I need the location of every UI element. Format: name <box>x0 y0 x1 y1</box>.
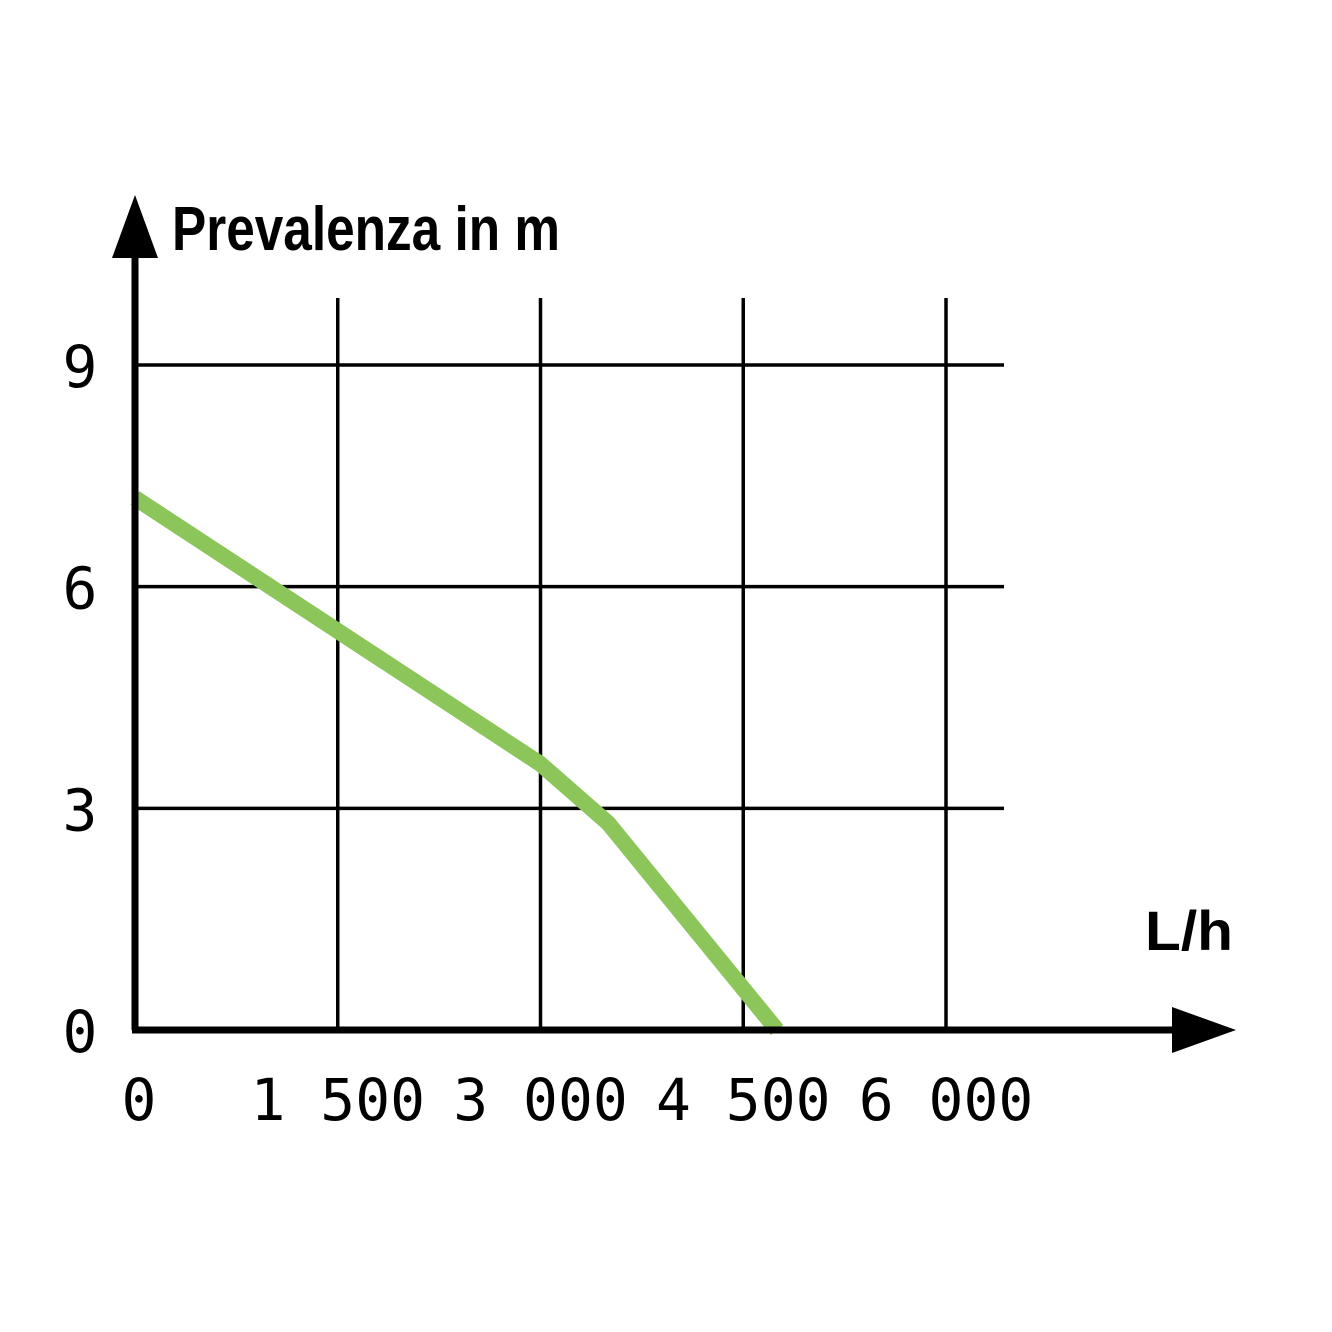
y-tick-label: 3 <box>63 776 98 844</box>
y-tick-label: 6 <box>63 555 98 623</box>
x-tick-label: 3 000 <box>453 1066 628 1134</box>
x-tick-label: 1 500 <box>250 1066 425 1134</box>
axes <box>112 195 1236 1053</box>
x-axis-arrow <box>1172 1007 1236 1053</box>
x-tick-label: 4 500 <box>656 1066 831 1134</box>
grid <box>135 298 1004 1030</box>
series-layer <box>130 491 784 1036</box>
x-tick-label: 0 <box>122 1066 157 1134</box>
x-tick-label: 6 000 <box>859 1066 1034 1134</box>
y-tick-label: 9 <box>63 333 98 401</box>
series-line <box>130 491 784 1036</box>
y-tick-label: 0 <box>63 998 98 1066</box>
y-axis-label: Prevalenza in m <box>172 195 560 264</box>
x-axis-label: L/h <box>1145 899 1233 962</box>
tick-labels: 0 1 500 3 000 4 500 6 000 0 3 6 9 <box>63 333 1034 1134</box>
y-axis-arrow <box>112 195 158 258</box>
